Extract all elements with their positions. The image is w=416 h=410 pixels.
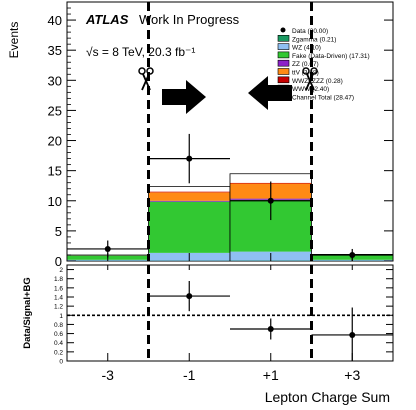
ratio-y-tick-label-6: 1.2 xyxy=(54,304,63,311)
y-tick-label-6: 30 xyxy=(48,73,62,88)
ratio-point-2 xyxy=(349,331,356,338)
scissors-right-icon xyxy=(302,67,318,91)
ratio-plot-marks xyxy=(67,265,393,361)
bar-4-bin-1 xyxy=(148,192,230,201)
legend-marker-data xyxy=(280,27,286,33)
y-tick-label-7: 35 xyxy=(48,43,62,58)
legend-swatch-3 xyxy=(277,59,290,67)
legend-label-1: WZ (4.10) xyxy=(292,45,321,52)
bar-6-bin-2 xyxy=(230,173,312,183)
status-label: Work In Progress xyxy=(139,12,240,27)
ratio-y-axis-label: Data/Signal+BG xyxy=(22,277,33,349)
legend-label-total: Channel Total (28.47) xyxy=(292,94,354,101)
data-point-1 xyxy=(186,155,193,162)
arrow-left-icon xyxy=(248,76,292,110)
experiment-label: ATLAS xyxy=(85,12,129,27)
main-plot: 0 5 10 15 20 25 30 35 40 Events ATLAS Work In Pr… xyxy=(7,1,394,269)
energy-luminosity-label: √s = 8 TeV, 20.3 fb⁻¹ xyxy=(86,45,195,59)
data-point-2 xyxy=(267,197,274,204)
y-axis-label: Events xyxy=(7,22,21,59)
x-tick-labels: -3 -1 +1 +3 xyxy=(102,367,361,383)
x-axis-label: Lepton Charge Sum xyxy=(265,389,390,405)
y-tick-label-4: 20 xyxy=(48,134,62,149)
ratio-y-tick-label-3: 0.6 xyxy=(54,331,63,338)
bar-6-bin-1 xyxy=(148,186,230,192)
y-tick-label-5: 25 xyxy=(48,103,62,118)
ratio-point-0 xyxy=(186,293,193,300)
legend-label-5: WWZ+ZZZ (0.28) xyxy=(292,78,343,85)
scissors-left-icon xyxy=(138,67,154,91)
legend-swatch-1 xyxy=(277,43,290,50)
ratio-y-tick-label-9: 1.8 xyxy=(54,276,63,283)
legend-swatch-2 xyxy=(277,51,290,59)
x-tick-label-2: +1 xyxy=(263,367,279,383)
legend-label-6: WWW (2.40) xyxy=(292,86,329,93)
main-plot-axes: 0 5 10 15 20 25 30 35 40 xyxy=(48,7,393,269)
ratio-point-1 xyxy=(267,326,274,332)
legend-label-4: ttV (3.48) xyxy=(292,70,319,77)
ratio-y-tick-label-2: 0.4 xyxy=(54,340,63,347)
ratio-y-tick-label-7: 1.4 xyxy=(54,295,63,302)
ratio-y-tick-label-10: 2 xyxy=(59,267,63,274)
arrow-right-icon xyxy=(162,80,206,114)
x-tick-label-3: +3 xyxy=(344,367,360,383)
legend-label-0: Zgamma (0.21) xyxy=(292,36,336,43)
ratio-y-tick-label-0: 0 xyxy=(59,359,63,366)
y-tick-label-8: 40 xyxy=(48,13,62,28)
legend-label-3: ZZ (0.67) xyxy=(292,61,319,68)
legend-label-2: Fake (Data-Driven) (17.31) xyxy=(292,53,370,60)
legend-swatch-4 xyxy=(277,68,290,75)
x-tick-label-1: -1 xyxy=(183,367,196,383)
ratio-y-tick-label-1: 0.2 xyxy=(54,349,63,356)
ratio-plot-frame xyxy=(66,264,394,362)
ratio-plot-axes: 0 0.2 0.4 0.6 0.8 1 1.2 1.4 1.6 1.8 2 xyxy=(54,265,393,366)
legend-swatch-0 xyxy=(277,34,290,42)
ratio-y-tick-label-5: 1 xyxy=(59,313,63,320)
bar-3-bin-1 xyxy=(148,200,230,202)
ratio-plot: 0 0.2 0.4 0.6 0.8 1 1.2 1.4 1.6 1.8 2 Data/Signal+… xyxy=(22,264,394,366)
ratio-y-tick-label-4: 0.8 xyxy=(54,322,63,329)
ratio-y-tick-label-8: 1.6 xyxy=(54,285,63,292)
x-tick-label-0: -3 xyxy=(102,367,115,383)
y-tick-label-1: 5 xyxy=(55,224,62,239)
data-point-0 xyxy=(104,245,111,252)
bar-2-bin-1 xyxy=(148,201,230,253)
bar-5-bin-1 xyxy=(148,191,230,193)
legend-label-data: Data (30.00) xyxy=(292,28,328,35)
y-tick-label-0: 0 xyxy=(55,254,62,269)
y-tick-label-2: 10 xyxy=(48,194,62,209)
main-plot-marks xyxy=(67,2,393,261)
legend-swatch-5 xyxy=(277,76,290,84)
y-tick-label-3: 15 xyxy=(48,164,62,179)
